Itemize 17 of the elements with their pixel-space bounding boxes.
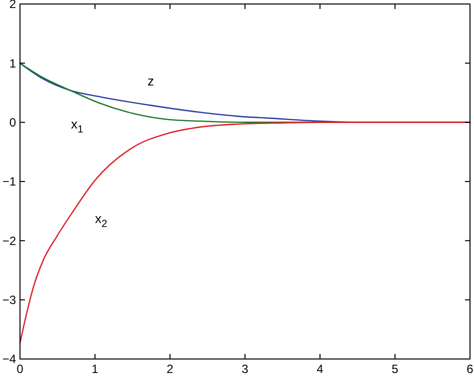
series-label: x$_{1}$ [71,116,84,135]
y-tick-label: −1 [2,174,16,189]
series-label: x$_{2}$ [95,210,108,230]
x-tick-label: 5 [392,362,399,376]
x-tick-label: 4 [316,362,324,376]
y-tick-label: −4 [2,352,16,366]
y-tick-label: 2 [9,0,16,12]
line-series [19,122,471,344]
y-tick-label: 0 [9,116,16,130]
series-label: z [148,74,154,89]
y-tick-label: −2 [2,234,16,248]
x-tick-label: 2 [166,362,174,376]
x-tick-label: 3 [242,362,249,376]
x-tick-label: 1 [92,362,99,376]
y-tick-label: −3 [2,293,16,308]
x-tick-label: 6 [466,362,474,376]
y-tick-label: 1 [9,56,16,70]
